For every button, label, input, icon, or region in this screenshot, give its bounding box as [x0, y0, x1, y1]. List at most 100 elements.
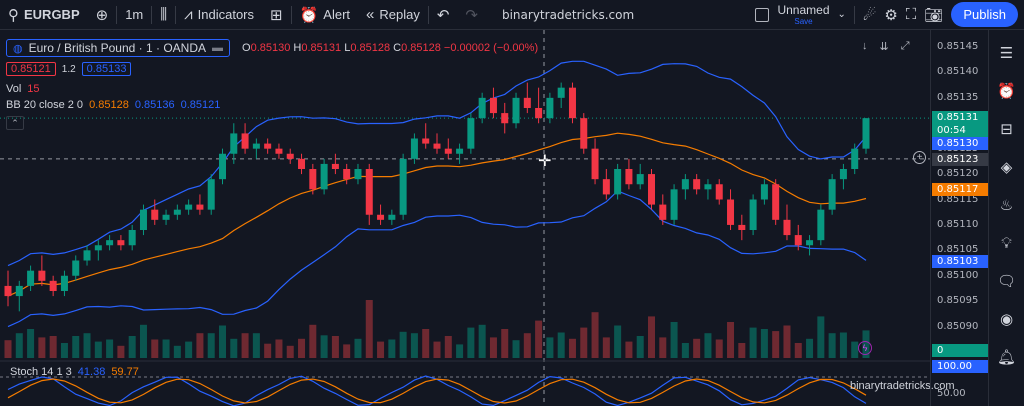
maximize-pane-icon[interactable]: ⤢ — [900, 40, 910, 52]
candle-body — [230, 133, 238, 154]
volume-bar — [693, 338, 701, 358]
buy-price-button[interactable]: 0.85133 — [81, 62, 132, 76]
volume-bar — [399, 331, 407, 358]
price-chart[interactable]: ✛ — [0, 30, 930, 406]
layout-controls: Unnamed Save ⌄ ☄ ⚙ ⛶ 📷︎ Publish — [755, 2, 1024, 27]
chevron-down-icon[interactable]: ⌄ — [837, 9, 846, 20]
object-tree-icon[interactable]: ⊟ — [1000, 121, 1013, 138]
arrow-down-icon[interactable]: ↓ — [862, 40, 868, 52]
candle-body — [704, 184, 712, 190]
candle-body — [4, 285, 12, 297]
volume-legend[interactable]: Vol 15 — [6, 79, 538, 99]
chat-bubble-icon[interactable]: 🗨︎ — [996, 273, 1017, 290]
candle-body — [410, 138, 418, 159]
candle-body — [252, 143, 260, 149]
chart-type-button[interactable]: ⫼ — [152, 0, 175, 30]
alert-button[interactable]: ⏰ Alert — [292, 0, 358, 30]
streams-icon[interactable]: ◉ — [999, 311, 1014, 328]
layout-checkbox-icon[interactable] — [755, 7, 770, 22]
ideas-bulb-icon[interactable]: 💡︎ — [1001, 234, 1012, 252]
watchlist-icon[interactable]: ☰ — [999, 45, 1014, 62]
eye-off-icon[interactable]: ▬ — [212, 42, 224, 54]
open-label: O — [242, 42, 251, 54]
volume-bar — [738, 343, 746, 358]
compare-button[interactable]: ⊕ — [88, 0, 117, 30]
templates-button[interactable]: ⊞ — [262, 0, 291, 30]
top-toolbar: ⚲ EURGBP ⊕ 1m ⫼ ⩘ Indicators ⊞ ⏰ Alert «… — [0, 0, 1024, 30]
candle-body — [557, 87, 565, 98]
volume-bar — [512, 340, 520, 358]
symbol-title-box[interactable]: ◍ Euro / British Pound · 1 · OANDA ▬ — [6, 39, 231, 57]
candle-body — [275, 148, 283, 154]
candle-body — [264, 143, 272, 149]
volume-bar — [4, 340, 12, 358]
volume-bar — [38, 337, 46, 358]
divider — [427, 5, 429, 24]
symbol-title: Euro / British Pound · 1 · OANDA — [28, 41, 207, 55]
add-plus-icon[interactable]: + — [913, 151, 926, 164]
volume-bar — [727, 322, 735, 358]
stoch-legend[interactable]: Stoch 14 1 3 41.38 59.77 — [10, 366, 139, 378]
site-watermark: binarytradetricks.com — [501, 7, 635, 22]
volume-bar — [286, 345, 294, 358]
camera-icon[interactable]: 📷︎ — [924, 6, 944, 24]
indicators-button[interactable]: ⩘ Indicators — [176, 0, 262, 30]
price-axis[interactable]: 0.851450.851400.851350.851300.851250.851… — [930, 30, 988, 406]
replay-button[interactable]: « Replay — [358, 0, 428, 30]
high-value: 0.85131 — [301, 42, 342, 54]
settings-gear-icon[interactable]: ⚙ — [884, 6, 898, 24]
ohlc-values: O0.85130 H0.85131 L0.85128 C0.85128 −0.0… — [242, 42, 538, 54]
volume-bar — [162, 339, 170, 358]
layers-icon[interactable]: ◈ — [1000, 159, 1013, 176]
quick-search-icon[interactable]: ☄ — [862, 6, 877, 24]
bb-basis-value: 0.85128 — [89, 99, 129, 111]
volume-bar — [760, 329, 768, 358]
candle-body — [512, 97, 520, 124]
bb-legend[interactable]: BB 20 close 2 0 0.85128 0.85136 0.85121 — [6, 95, 538, 115]
volume-tag: 0 — [932, 344, 988, 357]
volume-bar — [252, 333, 260, 358]
candle-body — [128, 230, 136, 246]
volume-bar — [817, 316, 825, 358]
candle-body — [772, 184, 780, 220]
candle-body — [681, 179, 689, 190]
price-tick-label: 0.85120 — [937, 168, 979, 180]
hotlists-flame-icon[interactable]: ♨ — [999, 197, 1014, 214]
volume-bar — [151, 339, 159, 358]
volume-bar — [15, 333, 23, 358]
notifications-bell-icon[interactable]: 🔔︎ — [996, 349, 1017, 366]
chart-legend: ◍ Euro / British Pound · 1 · OANDA ▬ O0.… — [6, 38, 538, 133]
stoch-k-value: 41.38 — [77, 366, 106, 378]
candle-body — [331, 163, 339, 169]
collapse-pane-icon[interactable]: ⇊ — [879, 41, 889, 53]
lightning-icon[interactable]: ϟ — [858, 341, 872, 355]
volume-bar — [648, 316, 655, 358]
sell-price-button[interactable]: 0.85121 — [6, 62, 56, 76]
redo-button[interactable]: ↷ — [457, 0, 486, 30]
volume-bar — [388, 339, 396, 358]
candle-body — [794, 235, 802, 246]
volume-bar — [173, 345, 181, 358]
close-value: 0.85128 — [401, 42, 441, 54]
bb-basis-line — [7, 132, 867, 297]
fullscreen-icon[interactable]: ⛶ — [905, 6, 917, 23]
bb-label: BB 20 close 2 0 — [6, 99, 84, 111]
collapse-legend-icon[interactable]: ⌃ — [6, 116, 24, 130]
publish-button[interactable]: Publish — [951, 2, 1018, 27]
alerts-clock-icon[interactable]: ⏰ — [997, 83, 1016, 100]
layout-name-button[interactable]: Unnamed Save — [777, 4, 829, 26]
candle-body — [568, 87, 576, 119]
undo-button[interactable]: ↶ — [429, 0, 458, 30]
candle-body — [38, 270, 46, 281]
volume-bar — [207, 333, 215, 358]
interval-button[interactable]: 1m — [117, 0, 151, 30]
volume-bar — [320, 335, 328, 358]
symbol-search-button[interactable]: ⚲ EURGBP — [0, 0, 88, 30]
bar-countdown-tag: 00:54 — [932, 124, 988, 138]
candle-body — [354, 169, 362, 180]
candle-body — [94, 245, 102, 251]
candle-body — [489, 97, 497, 114]
open-value: 0.85130 — [250, 42, 291, 54]
candle-body — [727, 199, 735, 225]
candle-body — [343, 169, 351, 180]
